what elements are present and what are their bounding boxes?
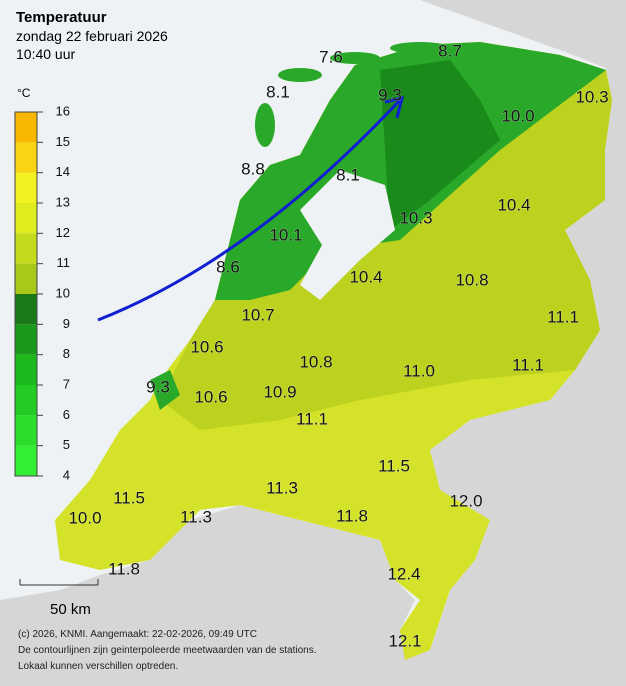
legend-swatch	[15, 142, 37, 173]
legend-tick-label: 13	[56, 194, 70, 209]
legend-tick-label: 16	[56, 103, 70, 118]
station-value: 12.1	[388, 631, 421, 650]
station-value: 11.0	[403, 361, 435, 380]
station-value: 7.6	[319, 47, 343, 66]
island	[390, 42, 450, 54]
station-value: 10.3	[575, 87, 608, 106]
legend-swatch	[15, 172, 37, 203]
legend-swatch	[15, 294, 37, 325]
arrow-head	[384, 95, 405, 119]
station-value: 8.7	[438, 41, 462, 60]
legend-tick-label: 12	[56, 225, 70, 240]
time: 10:40 uur	[16, 46, 75, 62]
legend-tick-label: 15	[56, 134, 70, 149]
legend-tick-label: 5	[63, 437, 70, 452]
station-value: 10.9	[263, 382, 296, 401]
station-value: 11.5	[113, 488, 145, 507]
legend-swatch	[15, 354, 37, 385]
legend-swatch	[15, 112, 37, 143]
station-value: 11.3	[266, 478, 298, 497]
station-value: 11.3	[180, 507, 212, 526]
legend-swatch	[15, 324, 37, 355]
station-value: 10.7	[241, 305, 274, 324]
station-value: 10.0	[68, 508, 101, 527]
lake	[300, 170, 395, 300]
station-value: 11.8	[336, 506, 368, 525]
legend-swatch	[15, 385, 37, 416]
station-value: 8.6	[216, 257, 240, 276]
legend-tick-label: 8	[63, 346, 70, 361]
footer-line: De contourlijnen zijn geinterpoleerde me…	[18, 645, 317, 656]
station-value: 10.6	[190, 337, 223, 356]
station-value: 8.1	[336, 165, 360, 184]
island	[278, 68, 322, 82]
direction-arrow	[97, 98, 402, 322]
legend-tick-label: 11	[57, 255, 71, 270]
legend-tick-label: 14	[56, 164, 70, 179]
station-value: 10.0	[501, 106, 534, 125]
station-value: 8.8	[241, 159, 265, 178]
island	[330, 52, 380, 64]
zone-8	[380, 60, 500, 230]
legend-tick-label: 4	[63, 467, 70, 482]
legend-swatch	[15, 203, 37, 234]
station-value: 11.1	[547, 307, 579, 326]
date: zondag 22 februari 2026	[16, 28, 168, 44]
legend-swatch	[15, 415, 37, 446]
legend-swatch	[15, 445, 37, 476]
title: Temperatuur	[16, 9, 107, 26]
scale-label: 50 km	[50, 601, 91, 618]
unit: °C	[17, 86, 31, 100]
island	[255, 103, 275, 147]
station-value: 11.1	[296, 409, 328, 428]
station-value: 10.6	[194, 387, 227, 406]
station-value: 10.8	[299, 352, 332, 371]
legend-swatch	[15, 263, 37, 294]
footer-line: (c) 2026, KNMI. Aangemaakt: 22-02-2026, …	[18, 629, 257, 640]
station-value: 12.4	[387, 564, 420, 583]
legend-tick-label: 7	[63, 376, 70, 391]
station-value: 11.5	[378, 456, 410, 475]
zone-9-coast	[150, 370, 180, 410]
legend-tick-label: 6	[63, 407, 70, 422]
station-value: 8.1	[266, 82, 290, 101]
footer-line: Lokaal kunnen verschillen optreden.	[18, 661, 178, 672]
station-value: 10.4	[497, 195, 530, 214]
station-value: 10.4	[349, 267, 382, 286]
station-value: 11.1	[512, 355, 544, 374]
station-value: 9.3	[378, 85, 402, 104]
station-value: 12.0	[449, 491, 482, 510]
legend-swatch	[15, 233, 37, 264]
station-value: 9.3	[146, 377, 170, 396]
station-value: 10.3	[399, 208, 432, 227]
legend-tick-label: 10	[56, 285, 70, 300]
station-value: 11.8	[108, 559, 140, 578]
legend-tick-label: 9	[63, 316, 70, 331]
station-value: 10.8	[455, 270, 488, 289]
station-value: 10.1	[269, 225, 302, 244]
